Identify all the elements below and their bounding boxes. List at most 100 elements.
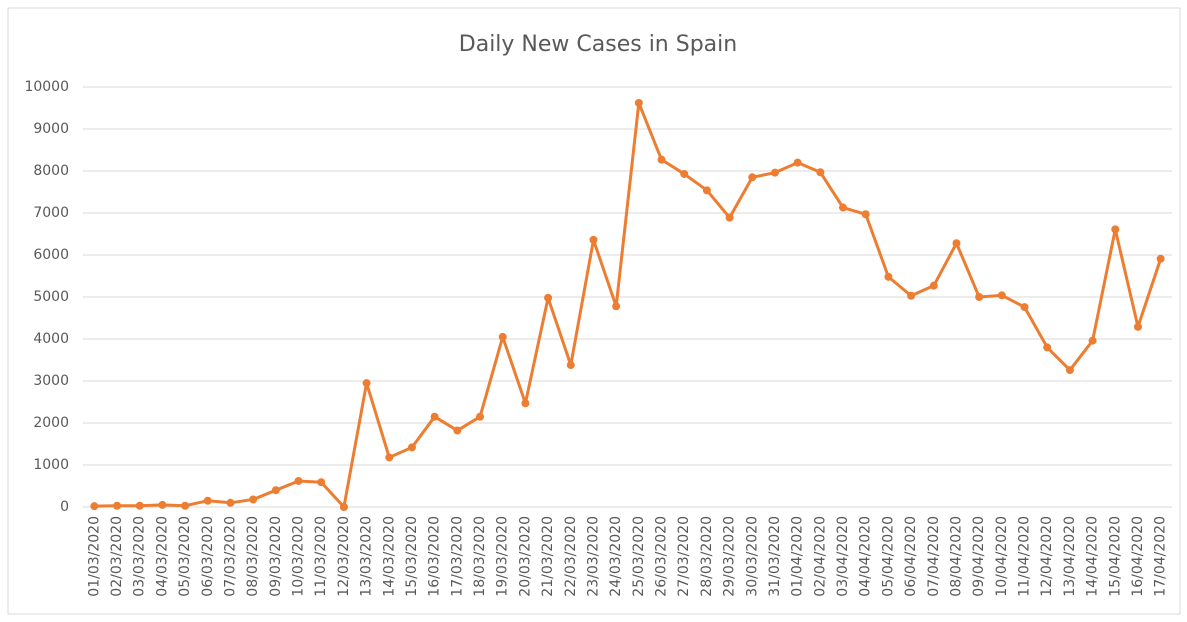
point bbox=[589, 235, 598, 244]
point bbox=[521, 399, 530, 408]
point bbox=[362, 379, 371, 388]
point bbox=[1065, 366, 1074, 375]
point bbox=[226, 498, 235, 507]
x-tick-label: 08/03/2020 bbox=[245, 516, 261, 597]
y-tick-label: 9000 bbox=[33, 121, 69, 137]
point bbox=[430, 412, 439, 421]
x-tick-label: 19/03/2020 bbox=[495, 516, 511, 597]
x-tick-label: 13/03/2020 bbox=[359, 516, 375, 597]
x-tick-label: 29/03/2020 bbox=[722, 516, 738, 597]
point bbox=[544, 293, 553, 302]
x-tick-label: 21/03/2020 bbox=[540, 516, 556, 597]
x-tick-label: 10/03/2020 bbox=[291, 516, 307, 597]
point bbox=[294, 476, 303, 485]
point bbox=[793, 158, 802, 167]
x-tick-label: 08/04/2020 bbox=[948, 516, 964, 597]
point bbox=[680, 169, 689, 178]
x-tick-label: 26/03/2020 bbox=[654, 516, 670, 597]
point bbox=[907, 291, 916, 300]
x-tick-label: 11/04/2020 bbox=[1017, 516, 1033, 597]
point bbox=[839, 203, 848, 212]
y-tick-label: 2000 bbox=[33, 415, 69, 431]
point bbox=[884, 272, 893, 281]
x-tick-label: 06/04/2020 bbox=[903, 516, 919, 597]
point bbox=[135, 501, 144, 510]
x-tick-label: 01/03/2020 bbox=[86, 516, 102, 597]
point bbox=[861, 210, 870, 219]
y-tick-label: 1000 bbox=[33, 457, 69, 473]
x-tick-label: 22/03/2020 bbox=[563, 516, 579, 597]
point bbox=[90, 502, 99, 511]
x-tick-label: 24/03/2020 bbox=[608, 516, 624, 597]
x-tick-label: 14/04/2020 bbox=[1085, 516, 1101, 597]
point bbox=[725, 213, 734, 222]
x-tick-label: 28/03/2020 bbox=[699, 516, 715, 597]
x-tick-label: 17/03/2020 bbox=[449, 516, 465, 597]
x-tick-label: 04/03/2020 bbox=[154, 516, 170, 597]
x-tick-label: 10/04/2020 bbox=[994, 516, 1010, 597]
point bbox=[317, 478, 326, 487]
x-tick-label: 06/03/2020 bbox=[200, 516, 216, 597]
x-tick-label: 25/03/2020 bbox=[631, 516, 647, 597]
x-tick-label: 05/04/2020 bbox=[880, 516, 896, 597]
x-tick-label: 04/04/2020 bbox=[858, 516, 874, 597]
point bbox=[1043, 343, 1052, 352]
x-tick-label: 20/03/2020 bbox=[517, 516, 533, 597]
x-tick-label: 11/03/2020 bbox=[313, 516, 329, 597]
x-tick-label: 12/04/2020 bbox=[1039, 516, 1055, 597]
x-tick-label: 17/04/2020 bbox=[1153, 516, 1169, 597]
x-tick-label: 02/03/2020 bbox=[109, 516, 125, 597]
x-tick-label: 16/04/2020 bbox=[1130, 516, 1146, 597]
x-tick-label: 16/03/2020 bbox=[427, 516, 443, 597]
point bbox=[158, 500, 167, 509]
x-tick-label: 14/03/2020 bbox=[381, 516, 397, 597]
x-tick-label: 31/03/2020 bbox=[767, 516, 783, 597]
point bbox=[634, 98, 643, 107]
point bbox=[657, 155, 666, 164]
x-tick-label: 07/03/2020 bbox=[222, 516, 238, 597]
x-tick-label: 09/04/2020 bbox=[971, 516, 987, 597]
y-tick-label: 3000 bbox=[33, 373, 69, 389]
x-tick-label: 02/04/2020 bbox=[812, 516, 828, 597]
point bbox=[566, 361, 575, 370]
point bbox=[271, 486, 280, 495]
x-tick-label: 05/03/2020 bbox=[177, 516, 193, 597]
chart-title: Daily New Cases in Spain bbox=[459, 32, 737, 57]
point bbox=[929, 281, 938, 290]
point bbox=[181, 501, 190, 510]
x-tick-label: 30/03/2020 bbox=[744, 516, 760, 597]
point bbox=[385, 453, 394, 462]
x-tick-label: 15/04/2020 bbox=[1107, 516, 1123, 597]
point bbox=[952, 239, 961, 248]
y-tick-label: 10000 bbox=[24, 79, 69, 95]
x-tick-label: 18/03/2020 bbox=[472, 516, 488, 597]
x-tick-label: 01/04/2020 bbox=[790, 516, 806, 597]
y-tick-label: 4000 bbox=[33, 331, 69, 347]
x-tick-label: 03/04/2020 bbox=[835, 516, 851, 597]
x-tick-label: 03/03/2020 bbox=[132, 516, 148, 597]
point bbox=[748, 173, 757, 182]
point bbox=[770, 168, 779, 177]
point bbox=[407, 443, 416, 452]
point bbox=[1020, 303, 1029, 312]
chart-frame bbox=[7, 7, 1181, 615]
point bbox=[203, 496, 212, 505]
x-tick-label: 13/04/2020 bbox=[1062, 516, 1078, 597]
point bbox=[1111, 225, 1120, 234]
point bbox=[1156, 254, 1165, 263]
point bbox=[476, 412, 485, 421]
y-tick-label: 5000 bbox=[33, 289, 69, 305]
x-tick-label: 12/03/2020 bbox=[336, 516, 352, 597]
x-tick-label: 15/03/2020 bbox=[404, 516, 420, 597]
point bbox=[612, 302, 621, 311]
y-tick-label: 7000 bbox=[33, 205, 69, 221]
y-tick-label: 6000 bbox=[33, 247, 69, 263]
x-tick-label: 09/03/2020 bbox=[268, 516, 284, 597]
point bbox=[113, 501, 122, 510]
y-tick-label: 0 bbox=[60, 499, 69, 515]
point bbox=[816, 168, 825, 177]
y-tick-label: 8000 bbox=[33, 163, 69, 179]
x-tick-label: 23/03/2020 bbox=[585, 516, 601, 597]
point bbox=[997, 291, 1006, 300]
